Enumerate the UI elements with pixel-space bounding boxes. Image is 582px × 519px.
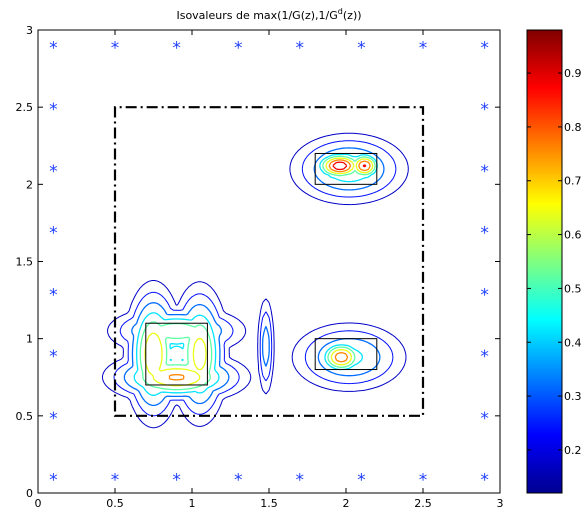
colorbar-tick-label: 0.2 <box>564 444 582 457</box>
x-tick-label: 1.5 <box>260 497 278 510</box>
sensor-marker: * <box>49 38 58 58</box>
sensor-marker: * <box>419 38 428 58</box>
contour-level <box>332 161 367 171</box>
sensor-marker: * <box>49 162 58 182</box>
plot-area: * * * * * * * * * * * * * * * * * * * * * * * * * * * * <box>49 38 489 490</box>
y-tick-label: 1.5 <box>16 256 34 269</box>
object-outline <box>145 322 208 386</box>
sensor-marker: * <box>419 471 428 491</box>
sensor-marker: * <box>172 38 181 58</box>
y-tick-label: 0 <box>26 487 33 500</box>
sensor-marker: * <box>480 162 489 182</box>
y-tick-label: 3 <box>26 24 33 37</box>
x-tick-label: 2.5 <box>414 497 432 510</box>
sensor-marker: * <box>49 100 58 120</box>
sensor-marker: * <box>357 38 366 58</box>
sensor-marker: * <box>480 100 489 120</box>
colorbar-tick-label: 0.3 <box>564 390 582 403</box>
contour-lines <box>102 132 409 429</box>
sensor-markers: * * * * * * * * * * * * * * * * * * * * * * * * * * * * <box>49 38 489 490</box>
colorbar-tick-label: 0.5 <box>564 282 582 295</box>
object-boxes <box>145 152 378 386</box>
x-tick-label: 0 <box>35 497 42 510</box>
y-tick-label: 2.5 <box>16 101 34 114</box>
sensor-marker: * <box>49 224 58 244</box>
sensor-marker: * <box>111 471 120 491</box>
axes-frame <box>37 29 501 494</box>
sensor-marker: * <box>357 471 366 491</box>
contour-level <box>102 132 409 429</box>
contour-level <box>133 153 379 396</box>
colorbar-ticks: 0.2 0.3 0.4 0.5 0.6 0.7 0.8 0.9 <box>527 67 582 457</box>
sensor-marker: * <box>480 224 489 244</box>
sensor-marker: * <box>480 471 489 491</box>
colorbar-tick-label: 0.6 <box>564 229 582 242</box>
domain-boundary <box>113 106 425 417</box>
axis-ticks: 0 0.5 1 1.5 2 2.5 3 0 0.5 1 1.5 2 2.5 3 <box>16 24 504 510</box>
colorbar-tick-label: 0.9 <box>564 67 582 80</box>
contour-level <box>168 159 371 381</box>
colorbar-tick-label: 0.7 <box>564 175 582 188</box>
sensor-marker: * <box>234 471 243 491</box>
x-tick-label: 0.5 <box>106 497 124 510</box>
y-tick-label: 1 <box>26 333 33 346</box>
y-tick-label: 0.5 <box>16 410 34 423</box>
contour-level <box>113 140 397 417</box>
object-outline <box>314 338 378 371</box>
contour-level <box>144 157 374 387</box>
colorbar-tick-label: 0.4 <box>564 336 582 349</box>
colorbar-tick-label: 0.8 <box>564 121 582 134</box>
x-tick-label: 3 <box>497 497 504 510</box>
chart-title: Isovaleurs de max(1/G(z),1/Gd(z)) <box>176 7 361 22</box>
sensor-marker: * <box>49 285 58 305</box>
colorbar <box>526 29 563 494</box>
object-outline <box>314 152 378 185</box>
x-tick-label: 1 <box>189 497 196 510</box>
sensor-marker: * <box>49 347 58 367</box>
sensor-marker: * <box>480 285 489 305</box>
sensor-marker: * <box>234 38 243 58</box>
sensor-marker: * <box>480 38 489 58</box>
contour-level <box>123 147 385 407</box>
sensor-marker: * <box>49 471 58 491</box>
sensor-marker: * <box>49 409 58 429</box>
y-tick-label: 2 <box>26 178 33 191</box>
x-tick-label: 2 <box>343 497 350 510</box>
sensor-marker: * <box>296 471 305 491</box>
sensor-marker: * <box>296 38 305 58</box>
sensor-marker: * <box>111 38 120 58</box>
sensor-marker: * <box>172 471 181 491</box>
sensor-marker: * <box>480 347 489 367</box>
sensor-marker: * <box>480 409 489 429</box>
